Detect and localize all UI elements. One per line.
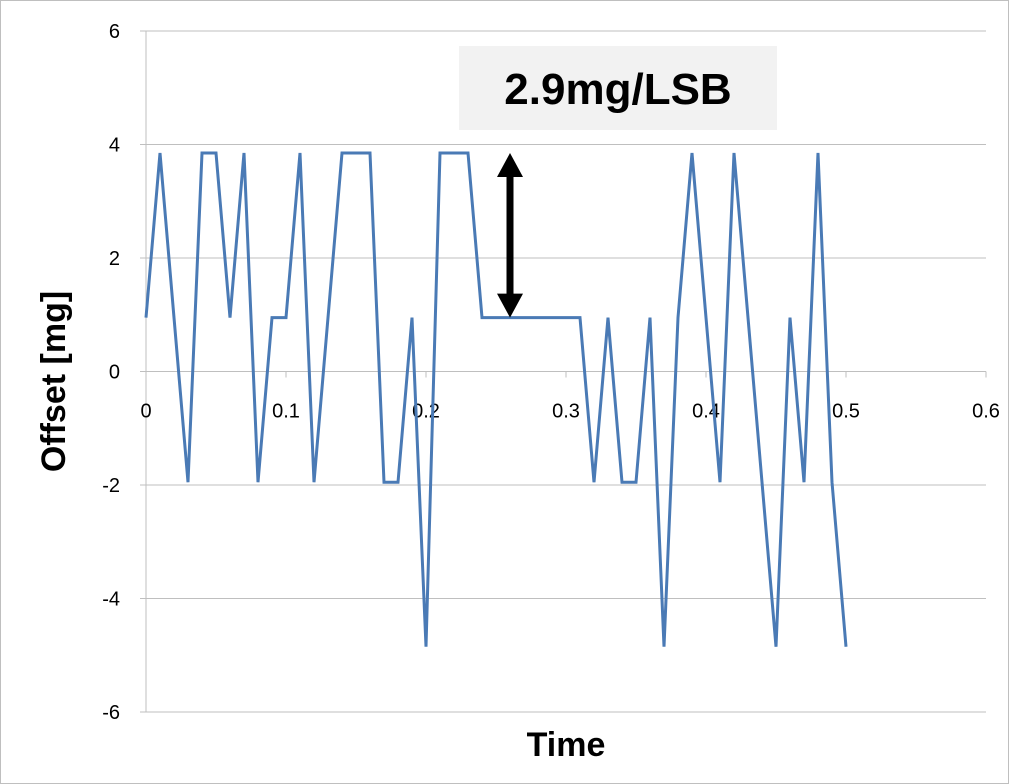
x-tick-label: 0.1 — [272, 401, 300, 423]
x-axis-title: Time — [527, 726, 606, 764]
annotation-box — [459, 46, 777, 130]
x-tick-label: 0.3 — [552, 401, 580, 423]
x-tick-label: 0.5 — [832, 401, 860, 423]
y-tick-label: -6 — [102, 702, 120, 724]
x-tick-label: 0.6 — [972, 401, 1000, 423]
arrow-head-up-icon — [497, 153, 523, 178]
y-tick-label: 2 — [109, 248, 120, 270]
annotation-layer: 2.9mg/LSB — [459, 46, 777, 318]
y-tick-label: -4 — [102, 589, 120, 611]
series-layer — [144, 151, 848, 647]
y-tick-label: 6 — [109, 21, 120, 43]
y-tick-label: 4 — [109, 135, 120, 157]
annotation-label: 2.9mg/LSB — [504, 65, 731, 114]
y-tick-label: -2 — [102, 475, 120, 497]
arrow-head-down-icon — [497, 293, 523, 318]
x-tick-label: 0 — [140, 401, 151, 423]
series-line — [144, 151, 848, 647]
y-axis-title: Offset [mg] — [35, 291, 73, 472]
y-tick-label: 0 — [109, 362, 120, 384]
